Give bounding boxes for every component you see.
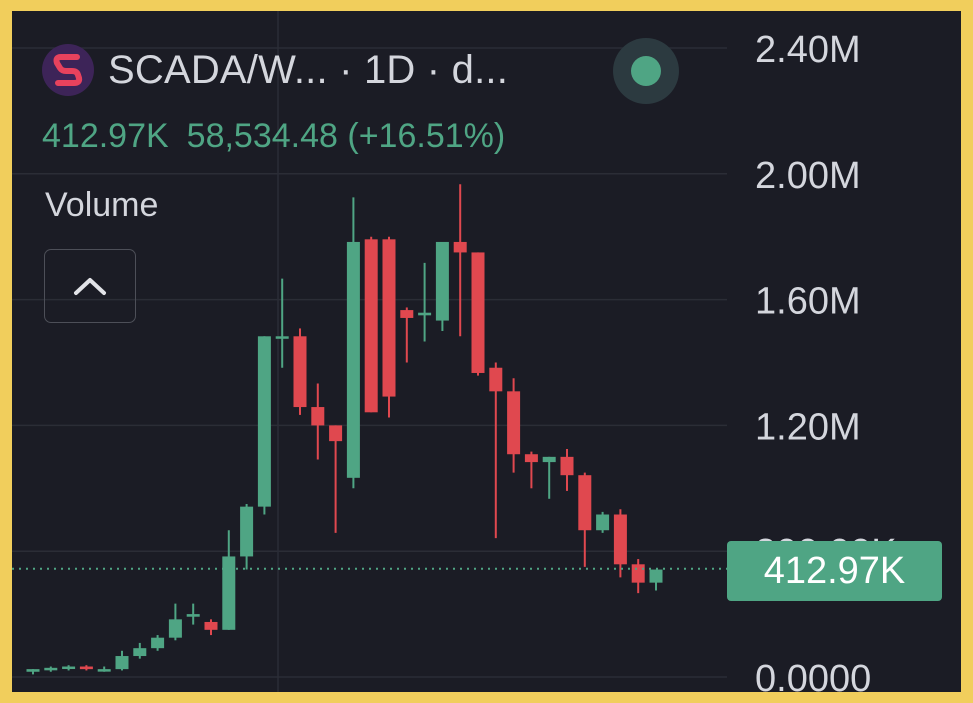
y-tick-label: 2.00M <box>755 155 861 197</box>
candle[interactable] <box>275 278 289 368</box>
candle[interactable] <box>471 252 485 376</box>
chevron-up-icon <box>74 278 106 295</box>
candle-body <box>649 569 663 583</box>
logo-glyph <box>53 54 83 86</box>
candle-body <box>435 241 449 321</box>
candle-body <box>26 669 40 672</box>
candle[interactable] <box>613 509 627 578</box>
y-tick-label: 1.60M <box>755 281 861 323</box>
candle[interactable] <box>507 378 521 473</box>
candle[interactable] <box>649 569 663 591</box>
candle[interactable] <box>453 184 467 337</box>
candle-body <box>346 241 360 478</box>
candle-body <box>613 514 627 565</box>
candle[interactable] <box>133 642 147 659</box>
volume-change-value: 58,534.48 (+16.51%) <box>186 117 506 155</box>
candle[interactable] <box>311 383 325 460</box>
candle[interactable] <box>240 504 254 570</box>
candle-body <box>97 669 111 672</box>
candle-body <box>542 456 556 463</box>
candle[interactable] <box>596 511 610 533</box>
candle[interactable] <box>44 666 58 672</box>
candle-body <box>400 310 414 318</box>
symbol-title[interactable]: SCADA/W... · 1D · d... <box>108 47 509 92</box>
candle-body <box>44 667 58 671</box>
candle[interactable] <box>62 665 76 671</box>
candle[interactable] <box>26 669 40 675</box>
candle[interactable] <box>204 619 218 636</box>
collapse-button[interactable] <box>44 249 136 323</box>
candle-body <box>364 239 378 413</box>
y-tick-label: 2.40M <box>755 29 861 71</box>
live-status-dot-icon[interactable] <box>613 38 679 104</box>
candle-body <box>329 425 343 442</box>
y-tick-label: 1.20M <box>755 406 861 448</box>
candle[interactable] <box>329 425 343 533</box>
candle[interactable] <box>257 336 271 515</box>
candle-body <box>275 336 289 339</box>
candle-body <box>293 336 307 408</box>
candle-body <box>631 564 645 583</box>
candle[interactable] <box>489 362 503 539</box>
candle-body <box>151 637 165 649</box>
candle[interactable] <box>418 262 432 342</box>
current-volume-value: 412.97K <box>42 117 169 155</box>
candle[interactable] <box>560 448 574 491</box>
candle-body <box>240 506 254 557</box>
candle-body <box>596 514 610 531</box>
y-tick-label: 0.0000 <box>755 658 871 692</box>
candle[interactable] <box>631 559 645 594</box>
candle-body <box>79 666 93 670</box>
candle[interactable] <box>115 650 129 671</box>
candle[interactable] <box>435 241 449 332</box>
candle-body <box>168 619 182 638</box>
candle-body <box>133 648 147 657</box>
candle[interactable] <box>97 666 111 672</box>
candle[interactable] <box>400 307 414 363</box>
candle[interactable] <box>364 236 378 413</box>
candle[interactable] <box>382 236 396 418</box>
candle-body <box>204 621 218 630</box>
candle[interactable] <box>578 472 592 567</box>
candle-body <box>507 391 521 455</box>
candle[interactable] <box>524 451 538 489</box>
candle-body <box>578 475 592 531</box>
candle-body <box>186 614 200 617</box>
candle[interactable] <box>293 328 307 415</box>
candle-body <box>524 454 538 463</box>
candle[interactable] <box>168 603 182 641</box>
candle[interactable] <box>186 603 200 625</box>
indicator-values: 412.97K 58,534.48 (+16.51%) <box>42 117 505 156</box>
indicator-name: Volume <box>45 186 159 224</box>
current-value-label: 412.97K <box>727 541 942 601</box>
candle-body <box>115 656 129 670</box>
candle-body <box>560 456 574 476</box>
candle[interactable] <box>346 197 360 489</box>
candle[interactable] <box>79 665 93 671</box>
candle-body <box>382 239 396 397</box>
chart-header: SCADA/W... · 1D · d... <box>42 44 509 96</box>
candle-body <box>453 241 467 253</box>
candle-body <box>418 312 432 316</box>
candle[interactable] <box>151 635 165 651</box>
candle[interactable] <box>542 456 556 499</box>
candle-body <box>471 252 485 373</box>
scada-s-logo-icon[interactable] <box>42 44 94 96</box>
candle-body <box>257 336 271 507</box>
candle-body <box>311 407 325 426</box>
candle[interactable] <box>222 530 236 630</box>
candle-body <box>62 666 76 670</box>
candle-body <box>489 367 503 392</box>
live-dot <box>631 56 661 86</box>
candle-body <box>222 556 236 630</box>
